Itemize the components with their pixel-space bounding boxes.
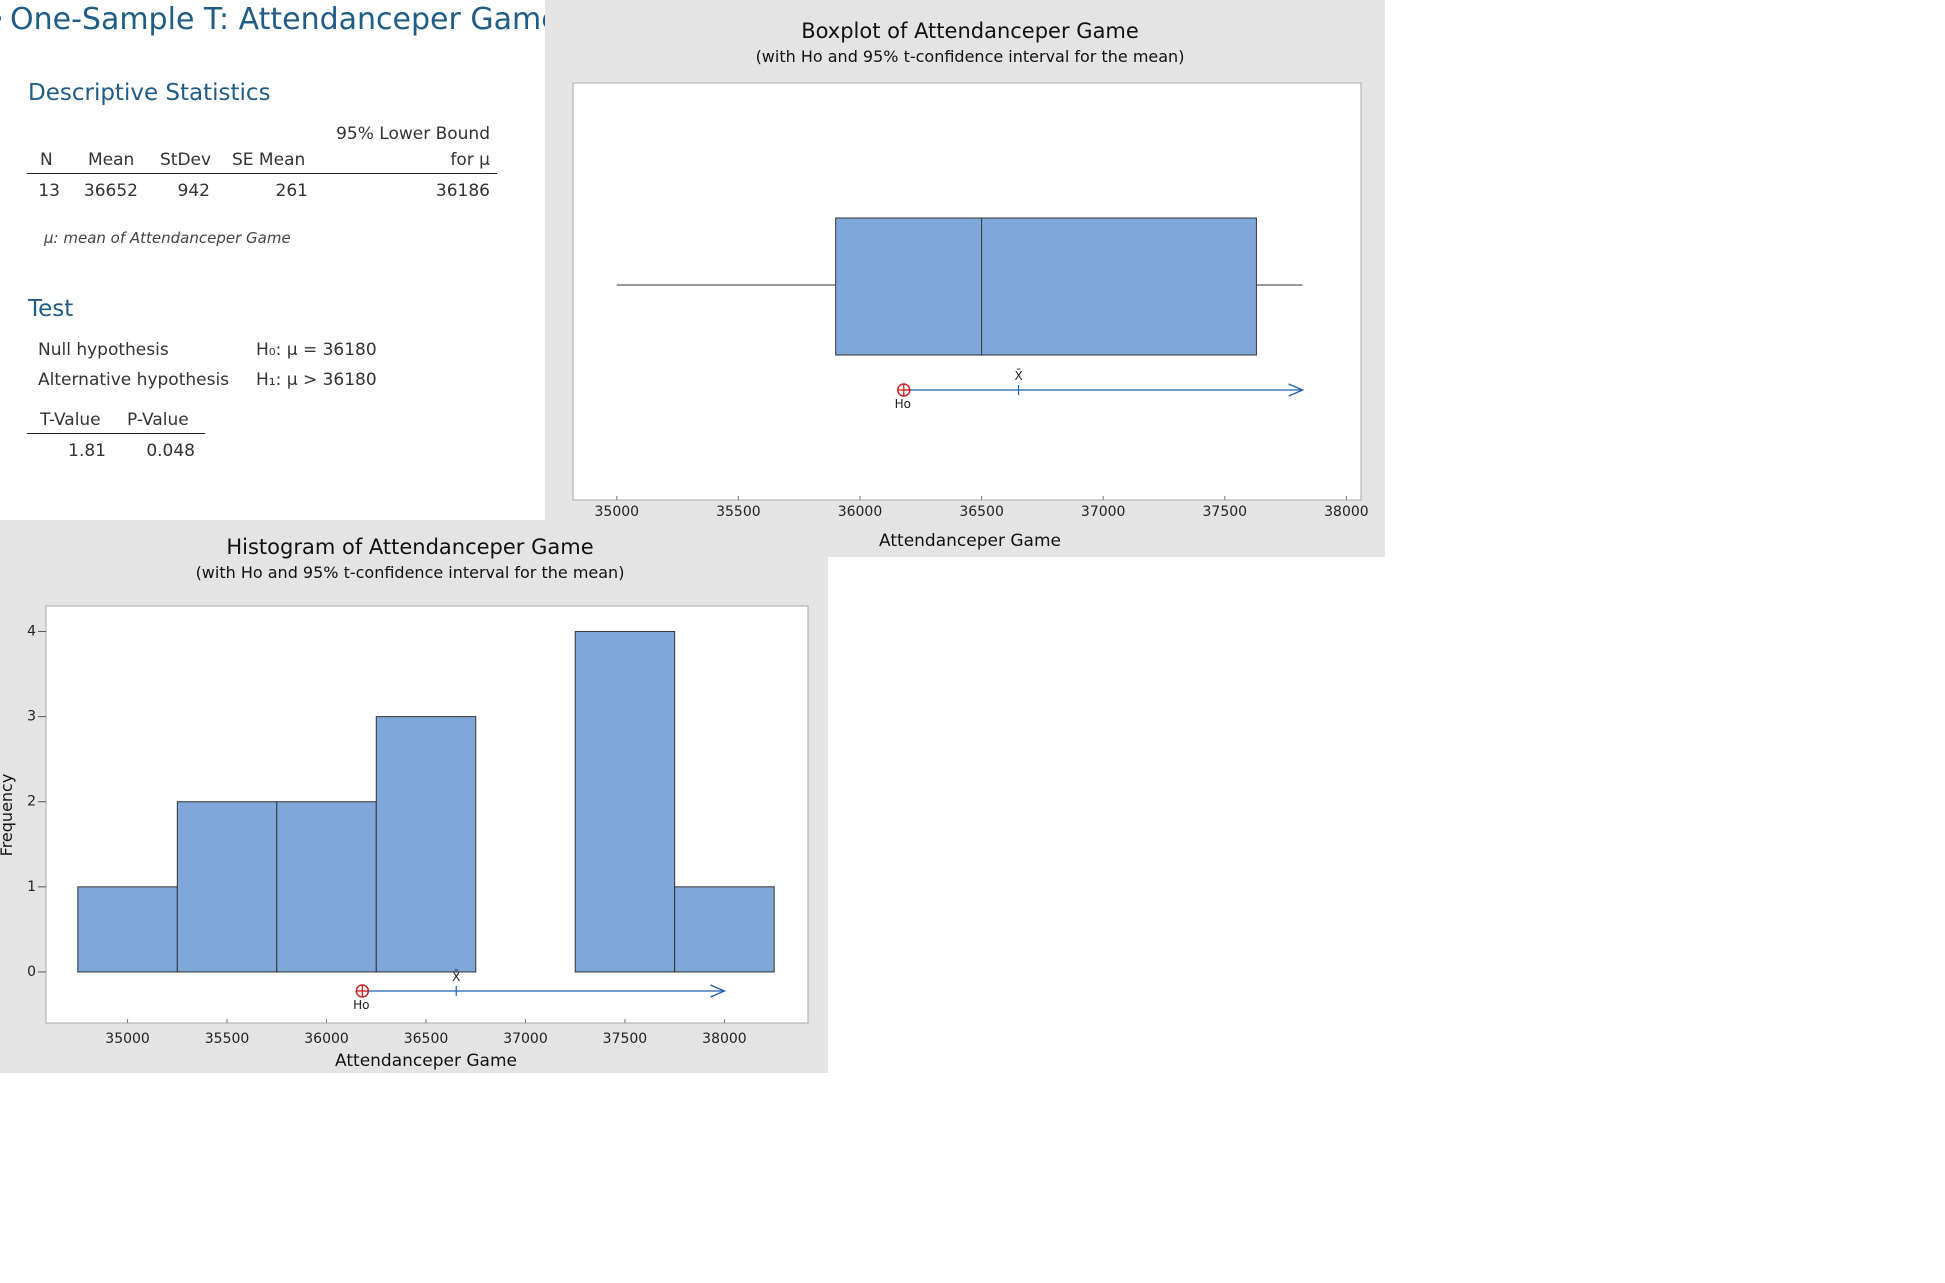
histogram-y-axis-label: Frequency	[0, 774, 16, 857]
y-axis-tick-label: 2	[27, 794, 36, 810]
interval-arrow-icon	[710, 984, 727, 998]
histogram-title: Histogram of Attendanceper Game	[226, 535, 593, 559]
histogram-x-axis-label: Attendanceper Game	[335, 1051, 517, 1071]
cell-n: 13	[38, 181, 60, 201]
histogram-chart: Histogram of Attendanceper Game (with Ho…	[0, 535, 809, 1071]
t-value-header: T-Value	[40, 410, 101, 430]
col-header-mean: Mean	[88, 150, 135, 170]
histogram-bar	[276, 801, 377, 973]
alternative-hypothesis-value: H₁: μ > 36180	[256, 370, 377, 390]
histogram-bar	[574, 631, 676, 973]
y-axis-tick-label: 3	[27, 709, 36, 725]
histogram-graph-window[interactable]: Histogram of Attendanceper Game (with Ho…	[0, 520, 828, 1073]
boxplot-subtitle: (with Ho and 95% t-confidence interval f…	[756, 47, 1185, 66]
x-axis-tick-label: 36000	[838, 504, 883, 520]
p-value-cell: 0.048	[146, 441, 195, 461]
x-axis-tick-label: 35000	[595, 504, 640, 520]
mean-footnote: μ: mean of Attendanceper Game	[44, 229, 291, 247]
test-header-rule	[27, 433, 205, 434]
table-header-rule	[27, 173, 497, 174]
x-axis-tick-label: 36000	[304, 1031, 349, 1047]
descriptive-statistics-heading: Descriptive Statistics	[28, 80, 271, 106]
test-heading: Test	[28, 296, 74, 322]
x-axis-tick-label: 35500	[716, 504, 761, 520]
mean-marker-label: X̄	[1014, 369, 1022, 383]
y-axis-tick-label: 0	[27, 964, 36, 980]
x-axis-tick-label: 37000	[503, 1031, 548, 1047]
x-axis-tick-label: 37500	[603, 1031, 648, 1047]
y-axis-tick-label: 1	[27, 879, 36, 895]
null-hypothesis-value: H₀: μ = 36180	[256, 340, 377, 360]
x-axis-tick-label: 38000	[702, 1031, 747, 1047]
x-axis-tick-label: 37500	[1203, 504, 1248, 520]
mean-marker-label: X̄	[452, 970, 460, 984]
histogram-bar	[176, 801, 278, 973]
col-header-n: N	[40, 150, 53, 170]
null-hypothesis-label: Null hypothesis	[38, 340, 169, 360]
histogram-bar	[77, 886, 178, 973]
x-axis-tick-label: 35000	[105, 1031, 150, 1047]
ho-marker-label: Ho	[353, 998, 369, 1012]
cell-stdev: 942	[177, 181, 210, 201]
histogram-subtitle: (with Ho and 95% t-confidence interval f…	[196, 563, 625, 582]
boxplot-title: Boxplot of Attendanceper Game	[801, 19, 1139, 43]
cell-lower-bound: 36186	[435, 181, 490, 201]
x-axis-tick-label: 38000	[1324, 504, 1369, 520]
ho-marker-label: Ho	[895, 397, 911, 411]
boxplot-x-axis-label: Attendanceper Game	[879, 531, 1061, 551]
page-title: One-Sample T: Attendanceper Game	[10, 2, 560, 37]
title-bullet-icon	[0, 14, 1, 23]
histogram-bar	[674, 886, 775, 973]
col-header-stdev: StDev	[160, 150, 212, 170]
session-output-panel: One-Sample T: Attendanceper Game Descrip…	[0, 0, 560, 520]
boxplot-graph-window[interactable]: Boxplot of Attendanceper Game (with Ho a…	[545, 0, 1385, 557]
lower-bound-header-line1: 95% Lower Bound	[336, 124, 490, 144]
cell-se-mean: 261	[275, 181, 308, 201]
lower-bound-header-line2: for μ	[450, 150, 490, 170]
x-axis-tick-label: 37000	[1081, 504, 1126, 520]
cell-mean: 36652	[83, 181, 138, 201]
alternative-hypothesis-label: Alternative hypothesis	[38, 370, 230, 390]
x-axis-tick-label: 35500	[205, 1031, 250, 1047]
histogram-bar	[375, 716, 477, 973]
x-axis-tick-label: 36500	[404, 1031, 449, 1047]
interquartile-box	[835, 217, 1257, 356]
t-value-cell: 1.81	[68, 441, 106, 461]
interval-arrow-icon	[1288, 383, 1305, 397]
col-header-se-mean: SE Mean	[232, 150, 306, 170]
p-value-header: P-Value	[127, 410, 189, 430]
boxplot-chart: Boxplot of Attendanceper Game (with Ho a…	[572, 19, 1369, 551]
x-axis-tick-label: 36500	[959, 504, 1004, 520]
y-axis-tick-label: 4	[27, 624, 36, 640]
